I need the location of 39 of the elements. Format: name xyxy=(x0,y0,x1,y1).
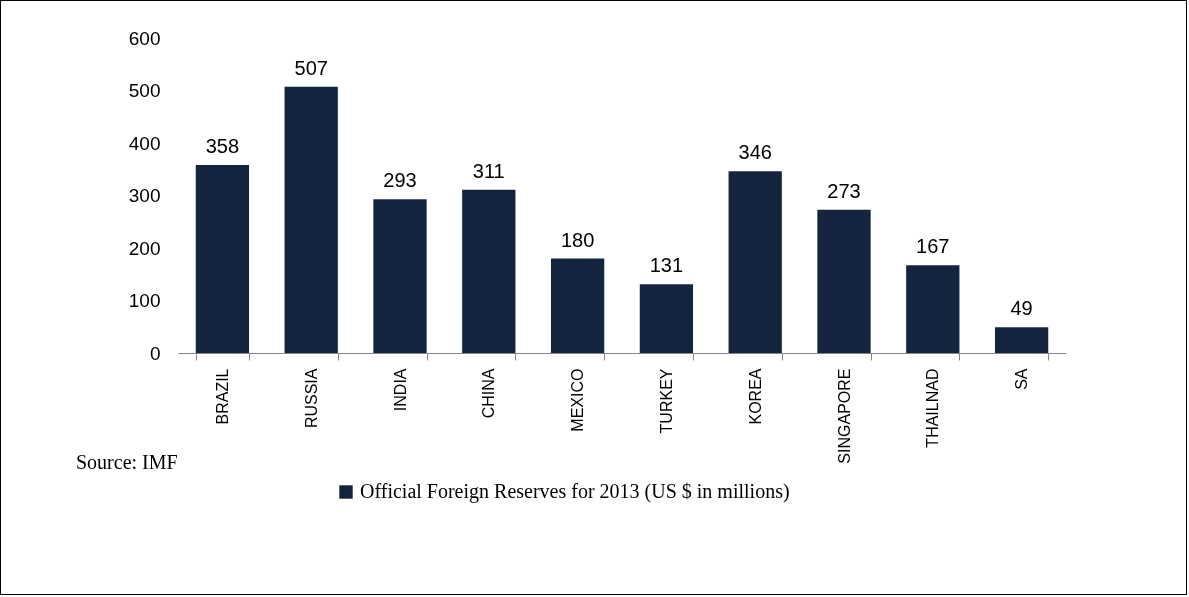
x-tick-label: RUSSIA xyxy=(302,368,320,429)
source-note: Source: IMF xyxy=(76,451,178,473)
x-tick-label: SA xyxy=(1013,368,1031,390)
data-label: 167 xyxy=(916,235,950,258)
y-tick-label: 0 xyxy=(149,342,161,364)
x-tick-label: MEXICO xyxy=(569,368,587,432)
data-label: 346 xyxy=(738,141,772,164)
bar xyxy=(639,284,694,353)
y-tick-label: 600 xyxy=(128,27,161,49)
bar xyxy=(994,327,1049,353)
y-tick-label: 100 xyxy=(128,290,161,311)
data-label: 507 xyxy=(294,56,328,79)
x-tick-label: CHINA xyxy=(480,368,498,419)
bar xyxy=(195,165,250,353)
x-tick-label: INDIA xyxy=(391,368,409,412)
bar xyxy=(462,189,516,353)
data-label: 293 xyxy=(383,169,417,192)
y-tick-label: 400 xyxy=(128,132,161,154)
bar xyxy=(817,209,871,353)
data-label: 358 xyxy=(205,135,240,158)
bar xyxy=(284,86,338,353)
bar xyxy=(906,265,960,353)
data-label: 180 xyxy=(560,228,595,251)
y-tick-label: 500 xyxy=(128,80,161,101)
bar xyxy=(728,171,782,353)
y-tick-label: 300 xyxy=(128,185,161,206)
bar xyxy=(373,199,427,353)
bar xyxy=(550,258,605,353)
x-tick-label: SINGAPORE xyxy=(835,368,853,464)
data-label: 49 xyxy=(1010,297,1033,320)
x-tick-label: TURKEY xyxy=(657,368,675,434)
data-label: 273 xyxy=(827,179,861,202)
data-label: 311 xyxy=(472,159,505,182)
x-tick-label: THAILNAD xyxy=(924,368,942,448)
y-tick-label: 200 xyxy=(128,237,161,259)
data-label: 131 xyxy=(649,254,684,277)
x-tick-label: KOREA xyxy=(746,368,764,425)
x-tick-label: BRAZIL xyxy=(213,368,231,425)
legend-label: Official Foreign Reserves for 2013 (US $ in millions) xyxy=(360,480,790,503)
